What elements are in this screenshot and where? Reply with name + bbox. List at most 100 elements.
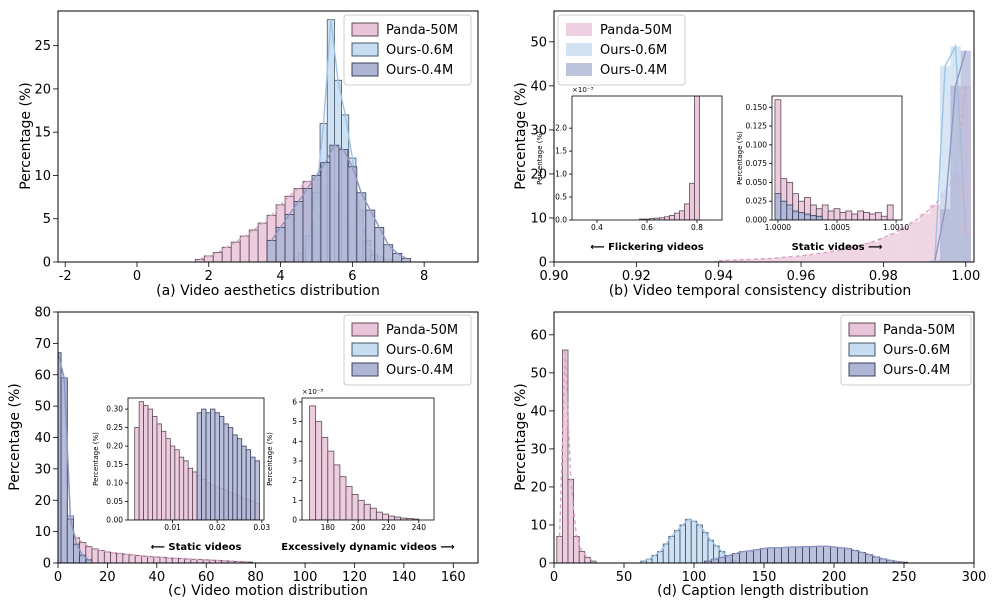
panel-c-xtick-label-6: 120 [342,570,367,585]
inset-dynamic-ylabel: Percentage (%) [266,432,274,486]
panel-c-xtick-label-1: 20 [99,570,116,585]
inset-static-c-xtick-label-0: 0.01 [164,523,181,532]
panel-d-xtick-label-3: 150 [752,570,777,585]
panel-c-bar-panda-50m-12 [128,554,136,563]
inset-static-c-bar-ours-0-4m-10 [241,445,247,520]
legend-swatch-panda-c [351,322,379,337]
inset-static-c-ylabel: Percentage (%) [92,432,100,486]
panel-d-bar-ours-0-6m-6 [674,530,681,563]
inset-dynamic-ytick-label-6: 6 [292,397,297,406]
panel-c-kde-ours-0-4m [58,352,90,561]
panel-d-ytick-label-3: 30 [530,442,547,457]
panel-a-bar-ours-0-4m-10 [356,192,367,262]
inset-dynamic-bar-panda-50m-8 [357,499,365,520]
inset-static-c-ytick-label-5: 0.25 [106,423,123,432]
inset-dynamic-xtick-label-1: 200 [351,523,366,532]
inset-flickering-bar-panda-50m-11 [694,96,700,220]
inset-static-c-bars [134,401,260,520]
inset-static-c-series-ours-0-4m [196,408,260,520]
panel-c-ytick-label-0: 0 [43,557,51,572]
panel-a-bar-ours-0-4m-3 [293,201,304,262]
panel-d: 0 50 100 150 200 250 300 0 10 20 30 40 50 60 Percenta… [513,311,986,599]
inset-dynamic-frame [301,397,435,521]
panel-a-ytick-label-2: 10 [34,169,51,184]
inset-flickering-ytick-label-4: 2.0 [555,124,567,133]
panel-b-frame [553,10,975,263]
panel-c-bar-panda-50m-7 [97,550,105,563]
panel-b-bar-panda-50m-19 [909,221,920,262]
panel-c-bar-panda-50m-16 [153,556,161,563]
panel-a-legend: Panda-50M Ours-0.6M Ours-0.4M [343,14,472,86]
panel-a-ytick-label-3: 15 [34,126,51,141]
inset-static-b-bar-ours-0-4m-6 [810,215,817,220]
panel-d-bar-ours-0-4m-20 [844,548,852,563]
panel-b-legend: Panda-50M Ours-0.6M Ours-0.4M [557,14,686,86]
panel-b-bar-panda-50m-5 [765,258,776,262]
panel-b-xtick-label-0: 0.90 [540,269,569,284]
inset-flickering-ylabel: Percentage (%) [536,131,544,185]
panel-c-ytick-label-4: 40 [34,431,51,446]
panel-d-bar-panda-50m-3 [573,535,580,563]
panel-c-bar-panda-50m-18 [165,557,173,563]
panel-d-bar-ours-0-4m-6 [746,550,754,563]
panel-a-bar-panda-50m-1 [203,255,214,262]
panel-a-ytick-label-1: 5 [43,212,51,227]
panel-a-bar-panda-50m-5 [239,235,250,262]
inset-static-c-xtick-label-1: 0.02 [209,523,226,532]
inset-dynamic-ytick-label-0: 0 [292,516,297,525]
inset-static-c-bar-ours-0-4m-3 [210,408,216,520]
inset-dynamic-bar-panda-50m-12 [382,513,389,520]
panel-a-xtick-label-0: -2 [59,269,72,284]
inset-dynamic-bar-panda-50m-13 [388,515,395,520]
inset-static-b-bar-panda-50m-10 [833,208,841,220]
panel-b-bar-panda-50m-1 [723,260,735,262]
panel-d-bar-ours-0-4m-16 [816,545,824,563]
panel-c-bar-panda-50m-6 [91,548,99,563]
panel-d-bar-ours-0-4m-13 [795,546,803,563]
panel-b-ytick-label-1: 10 [530,211,547,226]
panel-b-bar-panda-50m-16 [878,237,889,262]
panel-d-caption: (d) Caption length distribution [657,583,869,599]
legend-swatch-ours06-d [848,342,876,357]
inset-static-b-bar-ours-0-4m-2 [786,204,794,220]
inset-dynamic-bar-panda-50m-9 [363,503,371,520]
panel-c-ylabel: Percentage (%) [7,383,23,490]
panel-b-bar-panda-50m-4 [754,258,766,262]
panel-d-bar-ours-0-4m-10 [774,547,782,563]
inset-static-b-ytick-label-5: 0.125 [746,122,768,131]
inset-static-c-bar-ours-0-4m-8 [232,434,238,520]
panel-d-bar-ours-0-6m-5 [668,535,675,563]
inset-flickering-ytick-label-2: 1.0 [555,170,567,179]
panel-a-bar-ours-0-4m-2 [284,213,295,262]
panel-c-xtick-label-4: 80 [247,570,264,585]
legend-swatch-ours06-c [351,342,379,357]
inset-dynamic-xtick-label-3: 240 [412,523,427,532]
inset-dynamic-ytick-label-4: 4 [292,437,297,446]
panel-a-ytick-label-4: 20 [34,82,51,97]
legend-label-ours04-b: Ours-0.4M [600,63,667,78]
panel-b-bar-ours-0-6m-1 [940,66,951,262]
inset-static-b-xtick-label-1: 1.0005 [824,223,850,232]
panel-d-bar-ours-0-4m-18 [830,546,838,563]
panel-a-xtick-label-2: 2 [205,269,213,284]
inset-flickering-xtick-label-0: 0.4 [591,223,603,232]
panel-a-xtick-label-1: 0 [133,269,141,284]
inset-static-c-bar-panda-50m-8 [169,445,176,520]
inset-static-c-ytick-label-0: 0.00 [106,516,123,525]
panel-c-bar-panda-50m-13 [134,555,142,563]
panel-d-bar-ours-0-4m-11 [781,547,789,563]
panel-b-xtick-label-5: 1.00 [951,269,980,284]
panel-b-bar-panda-50m-18 [898,227,910,262]
panel-d-bar-ours-0-4m-21 [851,550,859,563]
panel-d-ytick-label-2: 20 [530,480,547,495]
inset-static-b-bar-panda-50m-13 [851,213,859,220]
legend-label-ours06-d: Ours-0.6M [883,343,950,358]
inset-static-c-bar-panda-50m-2 [143,404,149,520]
panel-b-bar-ours-0-4m-1 [940,209,951,262]
panel-a-axes: -2 0 2 4 6 8 0 5 10 15 20 25 [34,10,479,284]
panel-a-plot-area [194,19,412,262]
panel-a-bar-panda-50m-3 [221,246,232,262]
inset-flickering-ytick-label-1: 0.5 [555,193,567,202]
panel-a-bars [194,19,412,262]
inset-static-c-bar-panda-50m-1 [138,401,145,520]
